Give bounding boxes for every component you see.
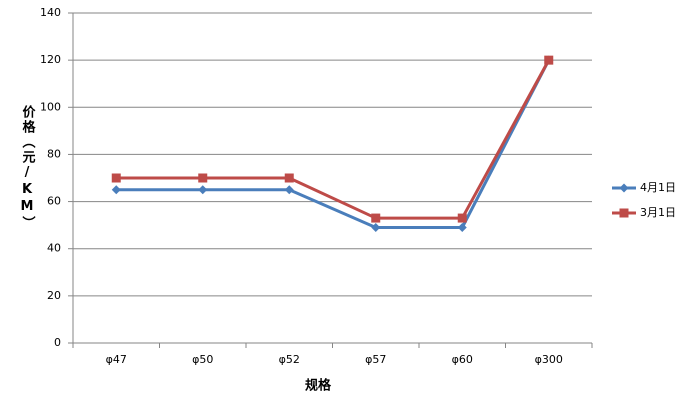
x-tick-label: φ52: [279, 353, 300, 366]
point-marker: [371, 223, 381, 232]
y-tick-label: 80: [47, 147, 61, 160]
x-axis-title: 规格: [305, 378, 332, 394]
x-tick-label: φ47: [106, 353, 127, 366]
point-marker: [457, 223, 467, 232]
point-marker: [457, 213, 467, 223]
point-marker: [544, 55, 554, 65]
x-tick-label: φ60: [452, 353, 473, 366]
legend-label: 3月1日: [640, 206, 676, 219]
series-line: [116, 59, 551, 229]
point-marker: [198, 173, 208, 183]
point-marker: [111, 185, 121, 195]
y-tick-label: 0: [54, 336, 61, 349]
y-tick-label: 140: [40, 6, 61, 19]
point-marker: [371, 213, 381, 223]
y-axis-title: 价格（元/KM）: [20, 105, 37, 231]
y-tick-label: 120: [40, 53, 61, 66]
x-tick-label: φ57: [365, 353, 386, 366]
x-tick-label: φ300: [535, 353, 563, 366]
y-tick-label: 20: [47, 289, 61, 302]
series-line: [116, 59, 551, 220]
x-tick-label: φ50: [192, 353, 213, 366]
legend-marker: [619, 208, 629, 218]
point-marker: [198, 185, 208, 195]
point-marker: [284, 173, 294, 183]
y-tick-label: 100: [40, 100, 61, 113]
point-marker: [111, 173, 121, 183]
y-tick-label: 40: [47, 242, 61, 255]
y-tick-label: 60: [47, 195, 61, 208]
legend-label: 4月1日: [640, 181, 676, 194]
legend-marker: [619, 183, 629, 193]
point-marker: [284, 185, 294, 195]
